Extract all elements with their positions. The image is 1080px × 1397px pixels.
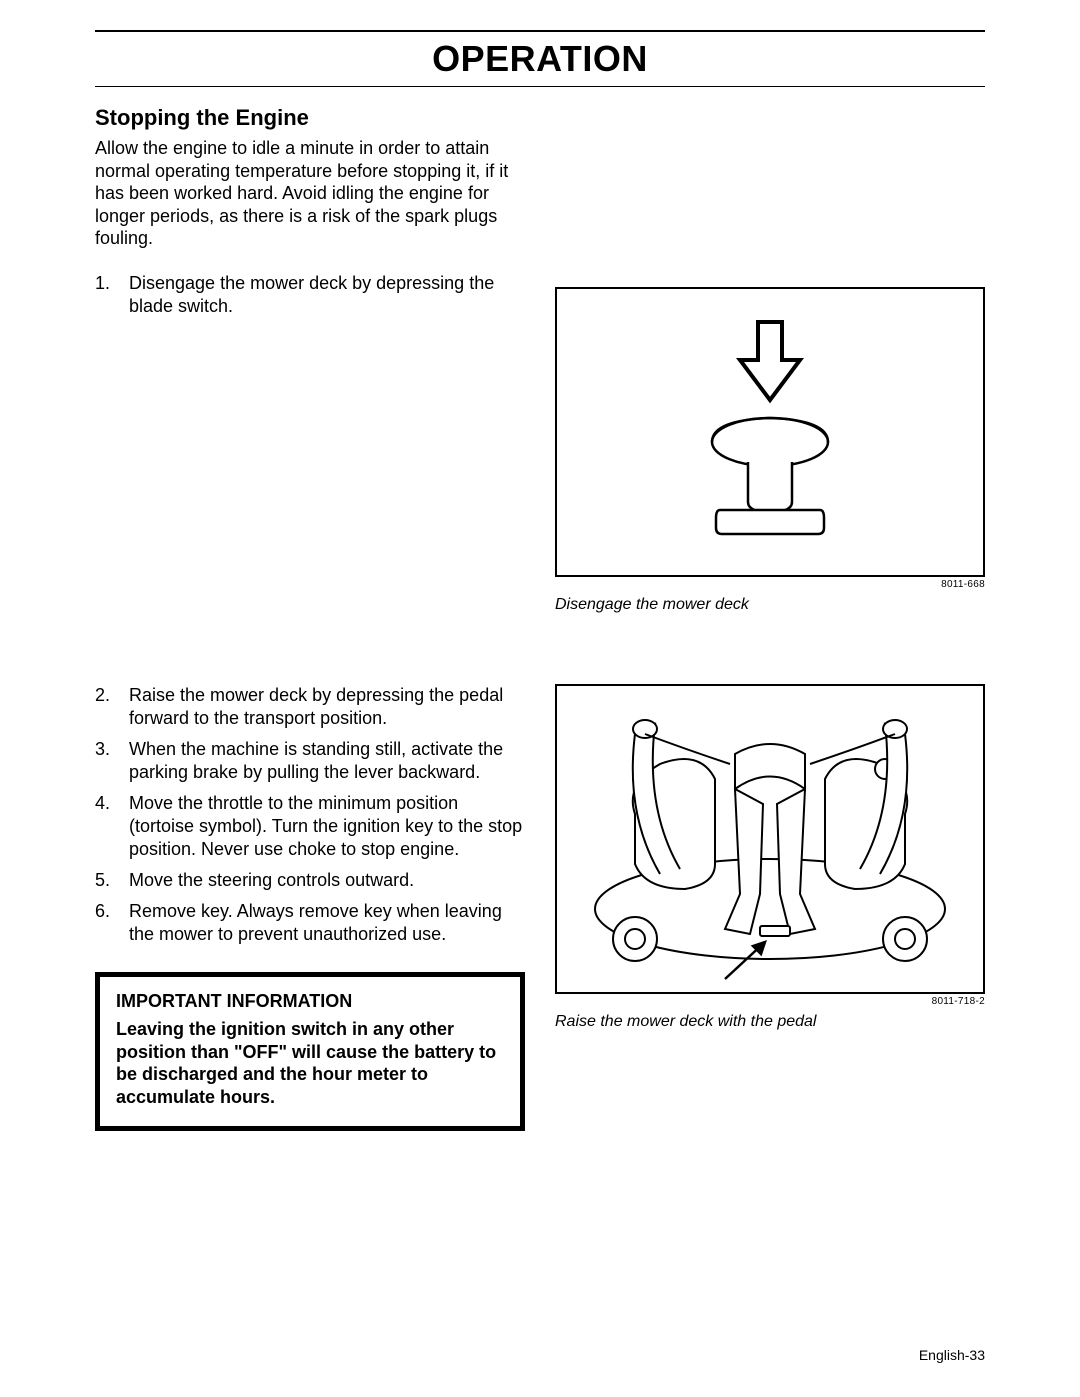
blade-switch-illustration <box>640 312 900 552</box>
chapter-title: OPERATION <box>95 38 985 80</box>
page-footer: English-33 <box>919 1347 985 1363</box>
footer-lang: English- <box>919 1347 970 1363</box>
step-item: When the machine is standing still, acti… <box>95 738 525 784</box>
section-title: Stopping the Engine <box>95 105 985 131</box>
figure1-ref: 8011-668 <box>555 579 985 590</box>
top-rule <box>95 30 985 32</box>
intro-paragraph: Allow the engine to idle a minute in ord… <box>95 137 525 250</box>
mower-pedal-illustration <box>565 694 975 984</box>
figure2-caption: Raise the mower deck with the pedal <box>555 1013 985 1031</box>
info-box-title: IMPORTANT INFORMATION <box>116 991 504 1012</box>
figure2-ref: 8011-718-2 <box>555 996 985 1007</box>
step-item: Move the steering controls outward. <box>95 869 525 892</box>
content-block-1: Allow the engine to idle a minute in ord… <box>95 137 985 614</box>
info-box-body: Leaving the ignition switch in any other… <box>116 1018 504 1108</box>
important-info-box: IMPORTANT INFORMATION Leaving the igniti… <box>95 972 525 1131</box>
steps-list-part2: Raise the mower deck by depressing the p… <box>95 684 525 946</box>
content-block-2: Raise the mower deck by depressing the p… <box>95 684 985 1131</box>
page-content: OPERATION Stopping the Engine Allow the … <box>85 30 995 1131</box>
step-item: Remove key. Always remove key when leavi… <box>95 900 525 946</box>
step-item: Raise the mower deck by depressing the p… <box>95 684 525 730</box>
step-item: Disengage the mower deck by depressing t… <box>95 272 525 318</box>
title-underline <box>95 86 985 87</box>
figure-disengage-deck <box>555 287 985 577</box>
step-item: Move the throttle to the minimum positio… <box>95 792 525 861</box>
steps-list-part1: Disengage the mower deck by depressing t… <box>95 272 525 318</box>
figure1-caption: Disengage the mower deck <box>555 596 985 614</box>
figure-raise-deck <box>555 684 985 994</box>
footer-page-number: 33 <box>969 1347 985 1363</box>
